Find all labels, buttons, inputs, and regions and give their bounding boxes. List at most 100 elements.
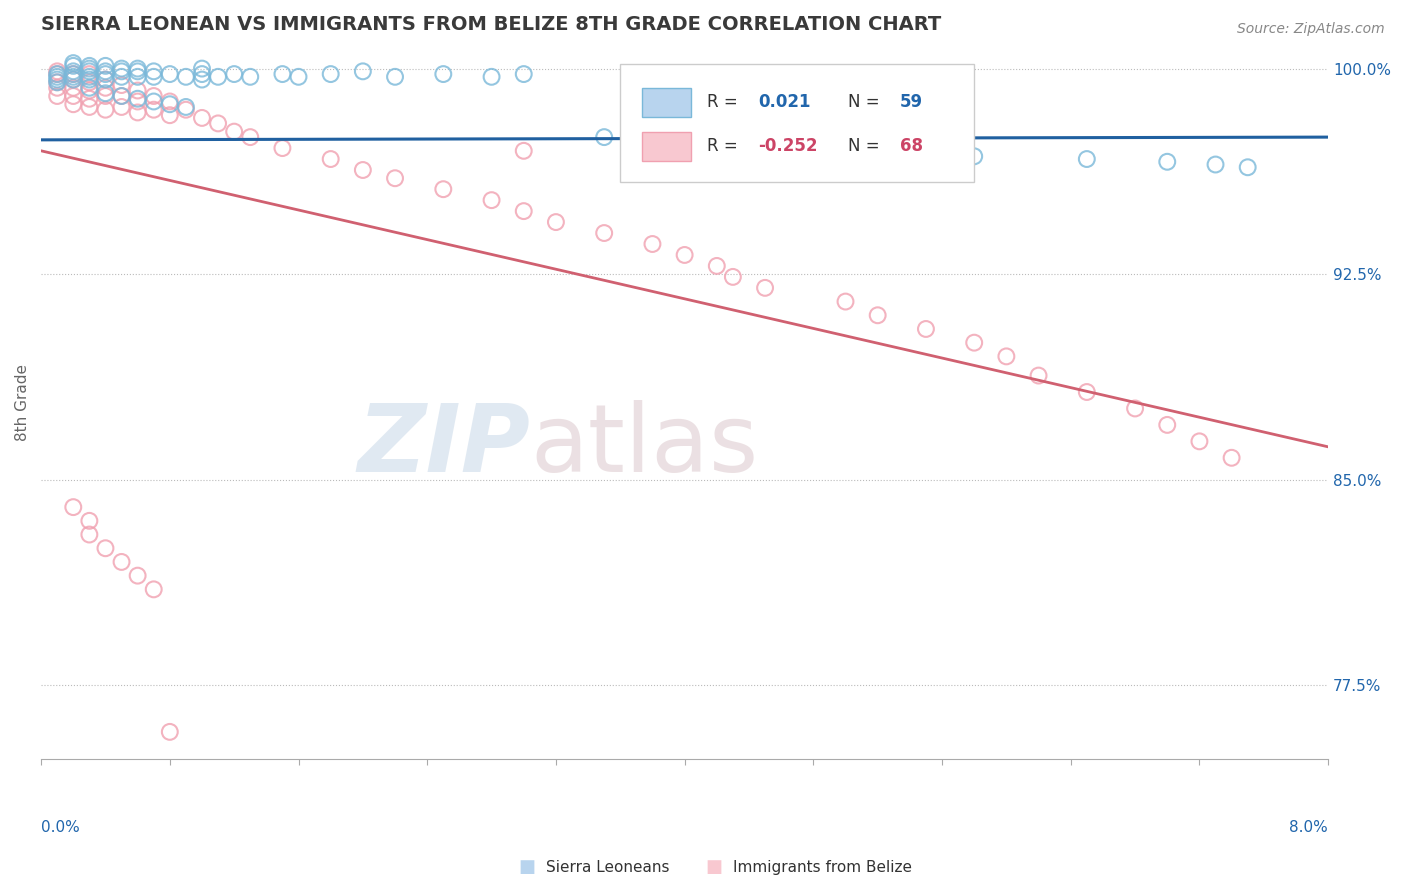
Point [1188, 434, 1211, 449]
Point [94, 80, 117, 95]
Point [110, 100, 132, 114]
Point [127, 70, 149, 84]
Point [159, 97, 181, 112]
Text: 59: 59 [900, 94, 922, 112]
Point [46, 72, 69, 87]
Point [721, 136, 744, 150]
Point [79, 100, 101, 114]
Point [46, 80, 69, 95]
Point [62, 67, 84, 81]
Point [1123, 401, 1146, 416]
Point [513, 67, 536, 81]
Point [110, 89, 132, 103]
Text: 0.021: 0.021 [758, 94, 810, 112]
Point [174, 100, 197, 114]
Point [110, 555, 132, 569]
Point [239, 130, 262, 145]
Point [1028, 368, 1050, 383]
Point [207, 116, 229, 130]
Point [79, 72, 101, 87]
Point [94, 89, 117, 103]
Point [46, 75, 69, 89]
Point [319, 152, 342, 166]
Point [834, 294, 856, 309]
Point [866, 308, 889, 322]
Point [721, 269, 744, 284]
Point [191, 111, 214, 125]
Text: R =: R = [706, 94, 737, 112]
Point [593, 226, 616, 240]
Text: Sierra Leoneans: Sierra Leoneans [546, 860, 669, 874]
Point [963, 335, 986, 350]
Text: ■: ■ [519, 858, 536, 876]
Point [62, 80, 84, 95]
Point [127, 105, 149, 120]
Point [94, 59, 117, 73]
Point [834, 138, 856, 153]
Point [79, 80, 101, 95]
Point [94, 72, 117, 87]
Text: 68: 68 [900, 137, 922, 155]
Point [1220, 450, 1243, 465]
Point [62, 70, 84, 84]
Point [62, 56, 84, 70]
Point [159, 95, 181, 109]
Point [94, 87, 117, 101]
Point [46, 89, 69, 103]
Point [963, 149, 986, 163]
Point [62, 59, 84, 73]
Point [110, 62, 132, 76]
Point [271, 141, 294, 155]
Point [207, 70, 229, 84]
Point [46, 64, 69, 78]
Point [110, 89, 132, 103]
Point [224, 67, 246, 81]
Text: R =: R = [706, 137, 737, 155]
Point [159, 108, 181, 122]
Point [1076, 384, 1098, 399]
Point [513, 204, 536, 219]
Point [271, 67, 294, 81]
Point [46, 67, 69, 81]
Point [159, 724, 181, 739]
Point [94, 541, 117, 556]
Point [62, 500, 84, 515]
Point [127, 92, 149, 106]
Point [142, 70, 165, 84]
Point [79, 527, 101, 541]
Bar [643, 132, 692, 161]
Point [174, 103, 197, 117]
Point [79, 59, 101, 73]
Point [110, 78, 132, 92]
Point [673, 133, 696, 147]
Point [593, 130, 616, 145]
Point [94, 67, 117, 81]
Point [62, 89, 84, 103]
Point [142, 89, 165, 103]
Text: N =: N = [848, 94, 880, 112]
Text: 0.0%: 0.0% [41, 820, 80, 835]
Point [79, 70, 101, 84]
Text: ■: ■ [706, 858, 723, 876]
Point [79, 92, 101, 106]
Y-axis label: 8th Grade: 8th Grade [15, 365, 30, 442]
Point [46, 67, 69, 81]
Text: Immigrants from Belize: Immigrants from Belize [733, 860, 911, 874]
Point [94, 103, 117, 117]
Point [191, 62, 214, 76]
Point [706, 259, 728, 273]
Point [432, 182, 454, 196]
Point [62, 67, 84, 81]
Point [1205, 157, 1227, 171]
Point [127, 64, 149, 78]
Point [481, 193, 503, 207]
Point [79, 83, 101, 97]
Point [110, 70, 132, 84]
Text: ZIP: ZIP [357, 400, 530, 491]
Point [46, 75, 69, 89]
FancyBboxPatch shape [620, 64, 974, 182]
Point [432, 67, 454, 81]
Point [544, 215, 567, 229]
Text: -0.252: -0.252 [758, 137, 817, 155]
Text: N =: N = [848, 137, 880, 155]
